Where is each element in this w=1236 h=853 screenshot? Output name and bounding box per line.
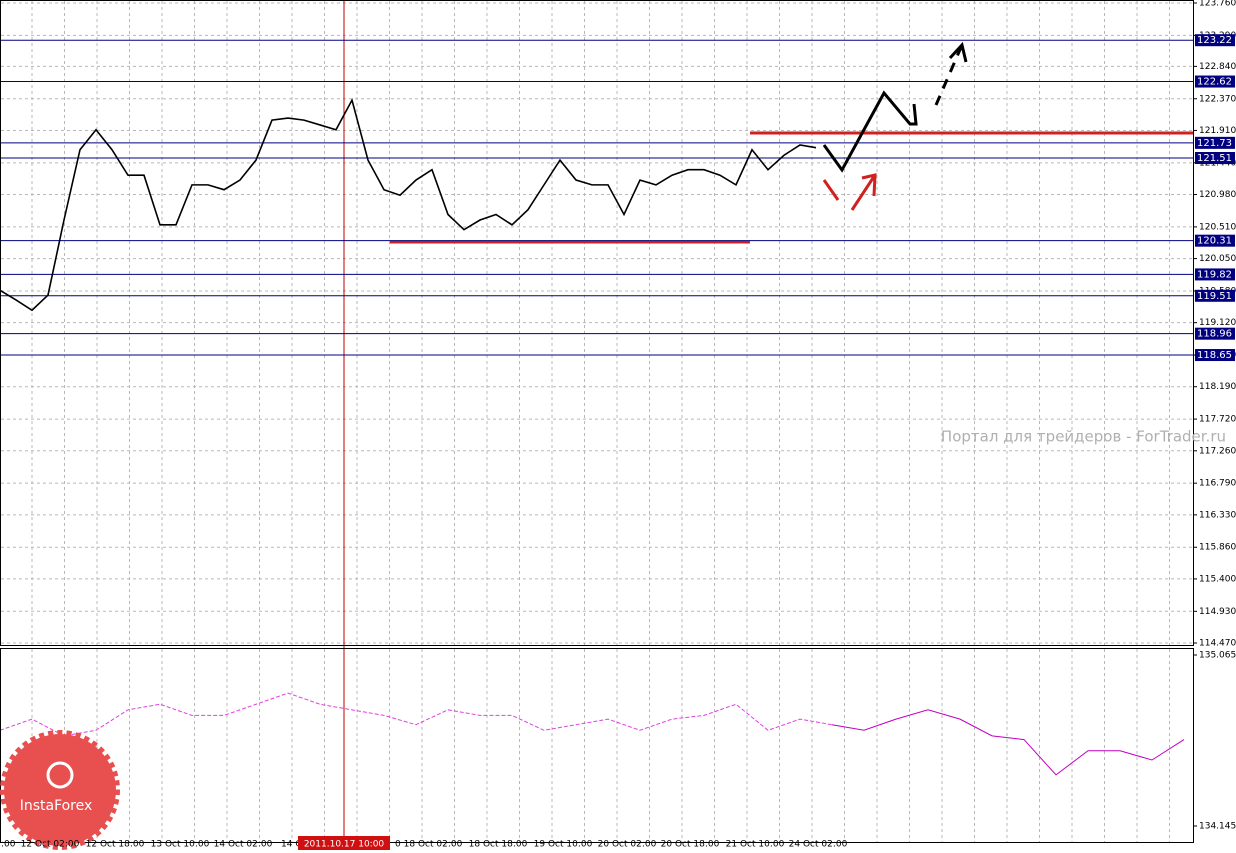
level-label-bg <box>1195 234 1235 247</box>
y-tick-label: 123.760 <box>1199 0 1236 9</box>
x-tick-label: 14 Oct 02:00 <box>214 840 273 850</box>
y-tick-label: 120.510 <box>1199 222 1236 232</box>
plot <box>0 39 1193 776</box>
arrow-head <box>948 41 968 63</box>
series-line <box>0 97 817 312</box>
level-label-bg <box>1195 152 1235 165</box>
logo: InstaForex <box>0 730 120 850</box>
level-label-bg <box>1195 268 1235 281</box>
level-label: 118.96 <box>1197 329 1232 340</box>
y-tick-label: 117.260 <box>1199 446 1236 456</box>
y-tick-label: 117.720 <box>1199 415 1236 425</box>
x-tick-label: 12 Oct 18:00 <box>86 840 145 850</box>
level-label-bg <box>1195 136 1235 149</box>
level-label-bg <box>1195 289 1235 302</box>
logo-badge <box>0 730 120 850</box>
level-label: 121.51 <box>1197 153 1232 164</box>
red-arrow <box>850 174 877 211</box>
y-tick-label: 119.120 <box>1199 318 1236 328</box>
forecast-dashed <box>934 44 964 106</box>
indicator-frame <box>0 648 1194 843</box>
watermark: Портал для трейдеров - ForTrader.ru <box>941 428 1226 446</box>
y-tick-label: 116.330 <box>1199 510 1236 520</box>
level-label: 119.51 <box>1197 291 1232 302</box>
x-tick-label: 12 Oct 02:00 <box>21 840 80 850</box>
y-tick-label: 122.370 <box>1199 94 1236 104</box>
logo-icon <box>46 761 74 789</box>
level-label: 121.73 <box>1197 138 1232 149</box>
level-label-bg <box>1195 327 1235 340</box>
logo-text: InstaForex <box>20 798 93 814</box>
x-tick-label: 20 Oct 02:00 <box>598 840 657 850</box>
level-label: 122.62 <box>1197 77 1232 88</box>
forecast-arrow <box>822 90 918 173</box>
x-tick-label: 19 Oct 10:00 <box>534 840 593 850</box>
x-tick-label: 13 Oct 10:00 <box>151 840 210 850</box>
level-label: 123.22 <box>1197 35 1232 46</box>
x-tick-label: 21 Oct 10:00 <box>726 840 785 850</box>
y-tick-label: 122.840 <box>1199 62 1236 72</box>
red-dash <box>822 179 840 201</box>
y-tick-label: 121.910 <box>1199 126 1236 136</box>
y-tick-label: 118.190 <box>1199 382 1236 392</box>
y-tick-label: 115.400 <box>1199 574 1236 584</box>
level-label-bg <box>1195 34 1235 47</box>
y-tick-label: 120.980 <box>1199 190 1236 200</box>
x-tick-label: 0 <box>395 840 401 850</box>
x-tick-label: 18 Oct 18:00 <box>469 840 528 850</box>
y-tick-label: 120.050 <box>1199 254 1236 264</box>
cursor-label-bg <box>298 836 390 850</box>
level-label: 120.31 <box>1197 236 1232 247</box>
y-tick-label: 115.860 <box>1199 543 1236 553</box>
level-label-bg <box>1195 75 1235 88</box>
y-tick-label: 116.790 <box>1199 479 1236 489</box>
y-tick-label: 114.930 <box>1199 607 1236 617</box>
y-tick-label: 134.145 <box>1199 822 1236 832</box>
y-tick-label: 114.470 <box>1199 639 1236 649</box>
x-tick-label: 18 Oct 02:00 <box>404 840 463 850</box>
x-tick-label: :00 <box>1 840 16 850</box>
x-tick-label: 24 Oct 02:00 <box>789 840 848 850</box>
cursor-label: 2011.10.17 10:00 <box>304 840 385 850</box>
level-label: 119.82 <box>1197 269 1232 280</box>
red-arrow-head <box>861 173 877 197</box>
series-line <box>831 709 1185 776</box>
x-tick-label: 20 Oct 18:00 <box>661 840 720 850</box>
level-label: 118.65 <box>1197 350 1232 361</box>
series-line <box>0 692 833 737</box>
level-label-bg <box>1195 349 1235 362</box>
y-tick-label: 135.065 <box>1199 651 1236 661</box>
